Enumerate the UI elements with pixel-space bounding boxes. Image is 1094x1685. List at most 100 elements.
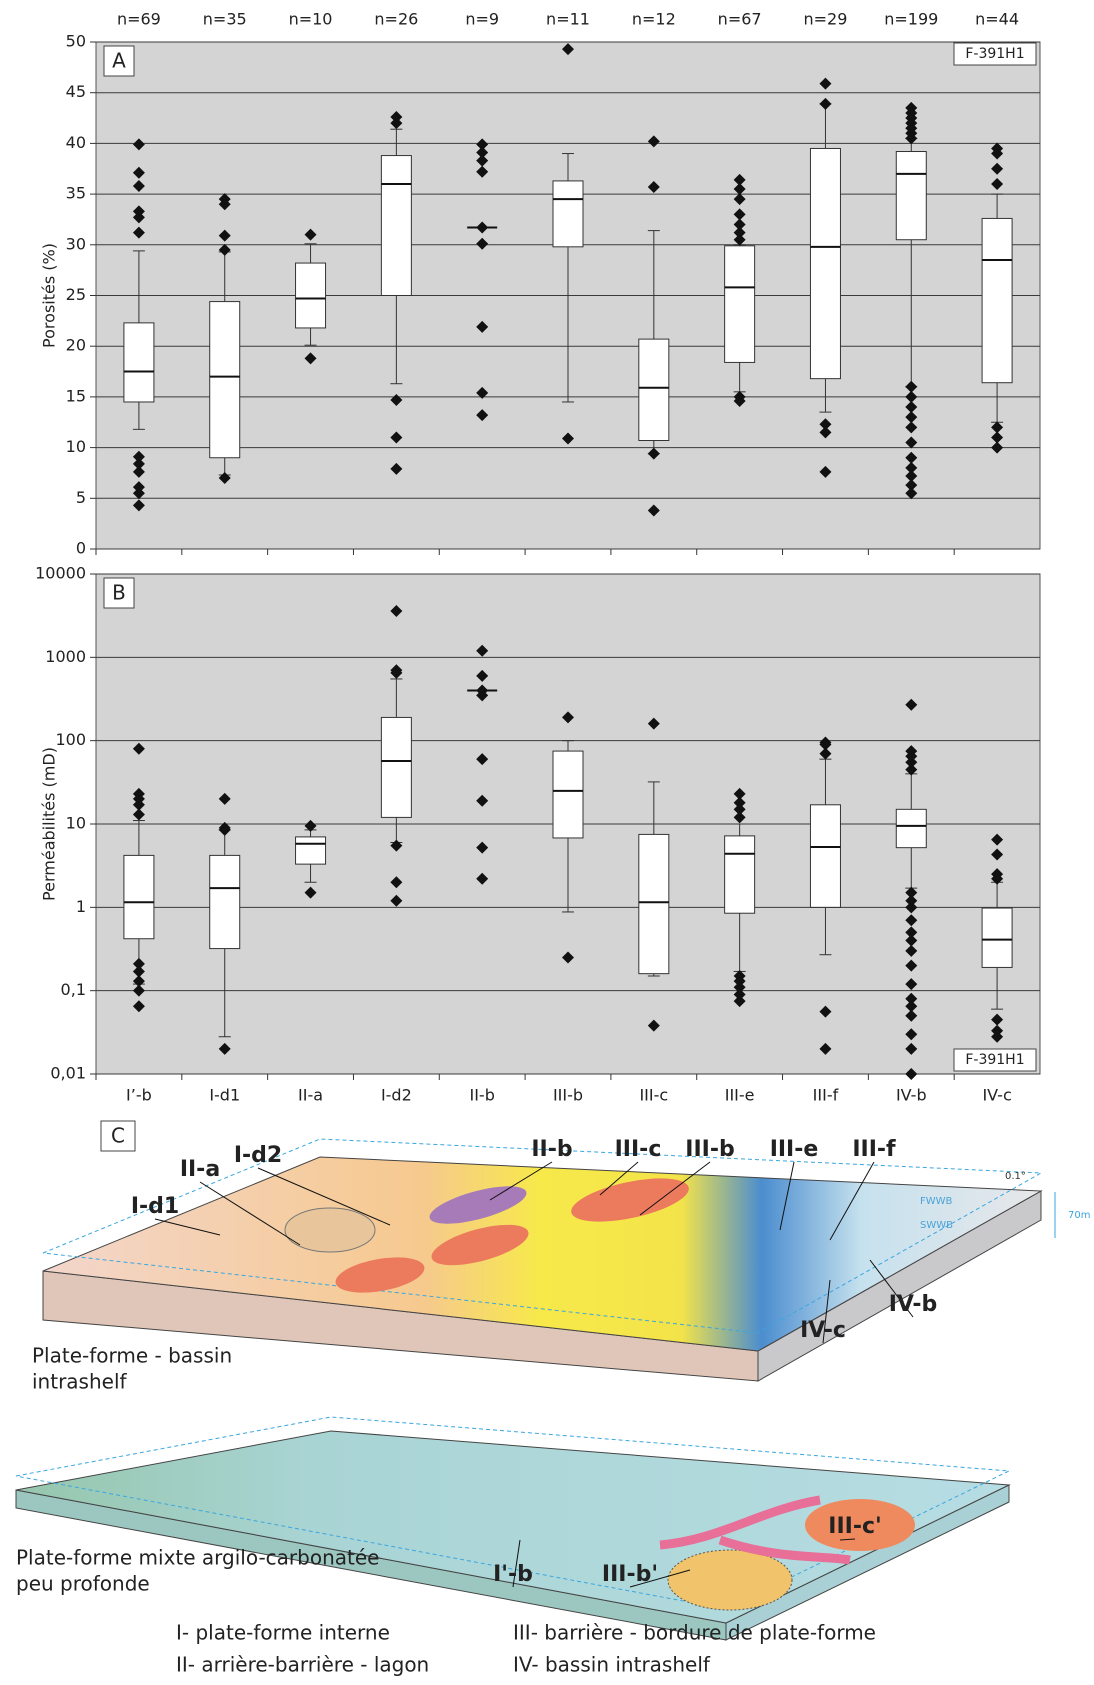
outlier — [390, 876, 403, 889]
facies-blob — [805, 1499, 915, 1551]
outlier — [132, 457, 145, 470]
leader-line — [869, 1259, 914, 1318]
outlier — [476, 237, 489, 250]
diagram: C — [15, 1120, 1043, 1641]
outlier — [819, 418, 832, 431]
outlier — [905, 1068, 918, 1080]
category-label: III-b — [553, 1086, 583, 1105]
outlier — [132, 957, 145, 970]
facies-blob — [571, 1178, 689, 1222]
outlier — [905, 101, 918, 114]
outlier — [218, 229, 231, 242]
outlier — [905, 380, 918, 393]
box — [123, 322, 155, 403]
outlier — [562, 951, 574, 964]
outlier — [476, 872, 489, 885]
box — [380, 155, 412, 296]
diagram-note: FWWB — [920, 1196, 953, 1207]
category-label: I-d1 — [209, 1086, 240, 1105]
slab-top — [42, 1156, 1043, 1352]
outlier — [132, 499, 145, 512]
outlier — [132, 179, 145, 192]
category-label: III-c — [639, 1086, 668, 1105]
outlier — [905, 901, 918, 914]
outlier — [991, 162, 1004, 175]
water-plane — [15, 1416, 1011, 1610]
facies-label: II-b — [531, 1137, 572, 1162]
y-tick-label: 1000 — [45, 647, 86, 666]
outlier — [991, 848, 1004, 861]
outlier — [390, 462, 403, 475]
outlier — [819, 77, 832, 90]
outlier — [819, 1005, 832, 1018]
outlier — [905, 894, 918, 907]
outlier — [905, 451, 918, 464]
outlier — [476, 320, 489, 333]
box — [295, 836, 327, 865]
outlier — [132, 481, 145, 494]
outlier — [905, 886, 918, 899]
box — [724, 245, 756, 363]
outlier — [132, 975, 145, 988]
outlier — [905, 479, 918, 492]
y-tick-label: 20 — [66, 336, 86, 355]
outlier — [905, 1009, 918, 1022]
outlier — [819, 1042, 832, 1055]
outlier — [733, 988, 746, 1001]
outlier — [905, 763, 918, 776]
outlier — [476, 794, 489, 807]
outlier — [562, 43, 574, 56]
outlier — [132, 138, 145, 151]
facies-blob — [431, 1224, 529, 1266]
outlier — [304, 352, 317, 365]
outlier — [733, 226, 746, 239]
leader-line — [839, 1538, 856, 1541]
outlier — [390, 393, 403, 406]
y-tick-label: 10 — [66, 437, 86, 456]
outlier — [476, 146, 489, 159]
outlier — [733, 173, 746, 186]
outlier — [132, 226, 145, 239]
category-label: n=12 — [632, 10, 676, 29]
outlier — [905, 461, 918, 474]
y-tick-label: 50 — [66, 32, 86, 51]
outlier — [905, 436, 918, 449]
leader-line — [599, 1161, 639, 1196]
outlier — [218, 193, 231, 206]
y-tick-label: 10000 — [35, 564, 86, 583]
outlier — [905, 756, 918, 769]
outlier — [132, 211, 145, 224]
outlier — [819, 465, 832, 478]
outlier — [905, 401, 918, 414]
box — [638, 338, 670, 442]
water-plane — [42, 1138, 1043, 1334]
outlier — [647, 717, 660, 730]
diagram-note: 0.1° — [1005, 1171, 1026, 1182]
y-tick-label: 45 — [66, 82, 86, 101]
well-label: F-391H1 — [965, 1052, 1024, 1068]
outlier — [991, 868, 1004, 881]
outlier — [733, 995, 746, 1008]
diagram-note: 70m — [1068, 1210, 1090, 1221]
outlier — [647, 1019, 660, 1032]
y-tick-label: 1 — [76, 897, 86, 916]
y-tick-label: 5 — [76, 488, 86, 507]
facies-label: IV-c — [800, 1318, 846, 1343]
y-tick-label: 25 — [66, 285, 86, 304]
category-label: II-b — [469, 1086, 494, 1105]
well-box — [953, 1048, 1037, 1072]
outlier — [390, 604, 403, 617]
outlier — [132, 984, 145, 997]
outlier — [991, 142, 1004, 155]
box — [724, 835, 756, 914]
leader-line — [822, 1279, 831, 1344]
panel-label: B — [112, 581, 126, 605]
outlier — [905, 698, 918, 711]
outlier — [132, 487, 145, 500]
outlier — [476, 386, 489, 399]
outlier — [132, 166, 145, 179]
outlier — [476, 753, 489, 766]
panel-box — [103, 45, 135, 77]
facies-blob — [429, 1186, 527, 1224]
category-label: n=67 — [718, 10, 762, 29]
